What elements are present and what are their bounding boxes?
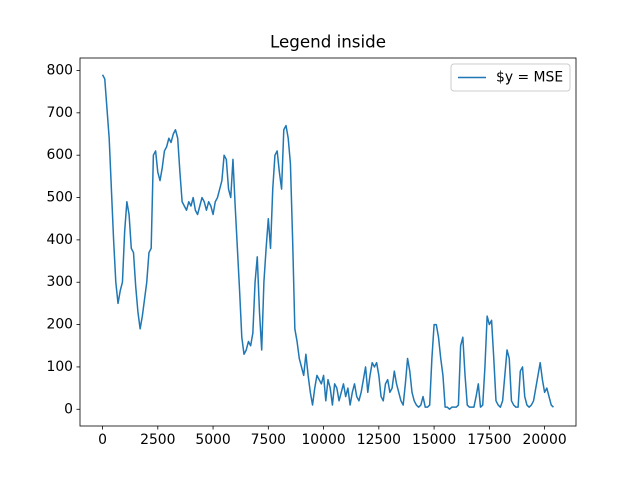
x-tick-label: 17500 <box>467 432 511 448</box>
line <box>101 74 554 411</box>
x-tick-label: 0 <box>98 432 107 448</box>
y-tick-label: 700 <box>46 105 73 121</box>
x-tick-label: 12500 <box>357 432 401 448</box>
legend-label: $y = MSE <box>496 70 563 86</box>
y-tick-label: 400 <box>46 232 73 248</box>
y-tick-label: 300 <box>46 274 73 290</box>
y-tick-label: 600 <box>46 147 73 163</box>
x-tick-label: 10000 <box>301 432 345 448</box>
x-tick-label: 2500 <box>140 432 175 448</box>
y-tick-label: 500 <box>46 190 73 206</box>
y-tick-label: 0 <box>64 401 73 417</box>
y-tick-label: 800 <box>46 62 73 78</box>
x-tick-label: 15000 <box>412 432 456 448</box>
chart-title: Legend inside <box>270 32 386 52</box>
x-tick-label: 20000 <box>523 432 567 448</box>
legend-box <box>450 63 571 92</box>
axes-frame <box>79 57 577 427</box>
x-tick-label: 5000 <box>195 432 230 448</box>
x-tick-label: 7500 <box>251 432 286 448</box>
y-tick-label: 100 <box>46 359 73 375</box>
y-tick-label: 200 <box>46 317 73 333</box>
